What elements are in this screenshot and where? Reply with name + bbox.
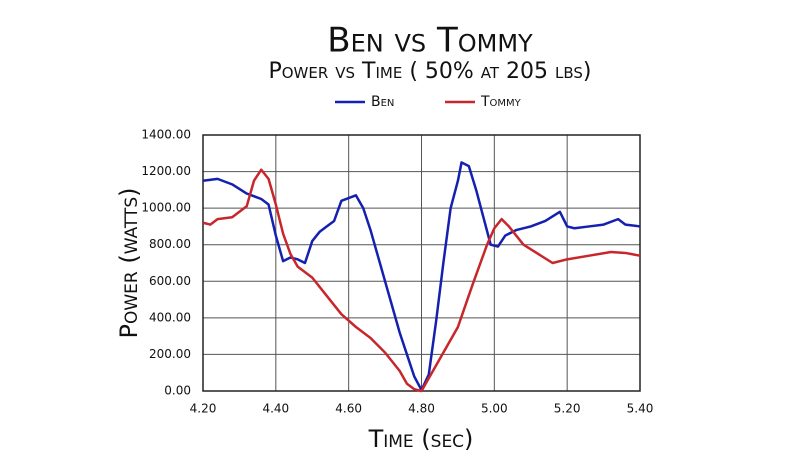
x-tick-label: 5.00: [481, 402, 508, 416]
chart-subtitle: Power vs Time ( 50% at 205 lbs): [268, 59, 591, 84]
y-tick-label: 400.00: [149, 310, 191, 324]
y-tick-label: 0.00: [164, 384, 191, 398]
legend-label: Ben: [371, 94, 394, 110]
y-tick-label: 800.00: [149, 237, 191, 251]
x-tick-label: 4.40: [262, 402, 289, 416]
y-axis-label: Power (watts): [115, 187, 143, 338]
series-line: [202, 161, 641, 392]
x-tick-label: 4.60: [335, 402, 362, 416]
x-tick-label: 5.40: [627, 402, 654, 416]
series-line: [202, 168, 641, 393]
x-tick-label: 5.20: [554, 402, 581, 416]
y-tick-label: 1000.00: [141, 201, 191, 215]
x-axis-label: Time (sec): [368, 425, 474, 453]
y-tick-label: 1400.00: [141, 128, 191, 142]
y-tick-label: 200.00: [149, 347, 191, 361]
x-tick-label: 4.20: [190, 402, 217, 416]
x-tick-label: 4.80: [408, 402, 435, 416]
legend-label: Tommy: [480, 94, 522, 110]
y-tick-label: 1200.00: [141, 164, 191, 178]
chart-title: Ben vs Tommy: [327, 21, 533, 61]
y-tick-label: 600.00: [149, 274, 191, 288]
